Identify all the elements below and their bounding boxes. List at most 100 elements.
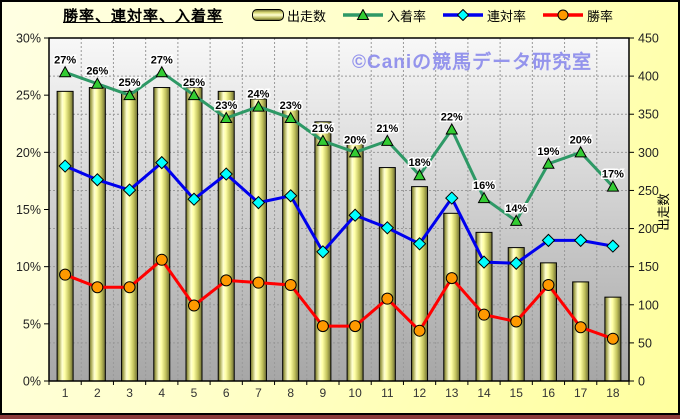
legend-label-places: 入着率: [387, 8, 427, 24]
triangle-marker: [542, 157, 555, 169]
diamond-marker: [90, 173, 105, 187]
bar: [411, 186, 429, 382]
diamond-marker: [412, 237, 427, 251]
legend-item-win: 勝率: [542, 6, 613, 25]
x-axis-tick-label: 15: [510, 386, 524, 400]
x-axis-tick-label: 8: [287, 386, 294, 400]
triangle-marker: [219, 111, 233, 124]
right-axis-tick-label: 450: [638, 32, 659, 46]
diamond-marker: [445, 191, 459, 205]
data-label: 20%: [344, 134, 366, 146]
watermark: ©Caniの競馬データ研究室: [352, 52, 593, 73]
right-axis-tick-label: 0: [638, 375, 645, 389]
circle-marker: [123, 281, 136, 294]
triangle-marker: [90, 77, 104, 89]
triangle-marker: [477, 191, 491, 204]
bar: [282, 106, 300, 382]
triangle-marker: [155, 65, 169, 78]
bar: [185, 87, 203, 382]
data-label: 16%: [473, 180, 495, 192]
bar: [121, 90, 139, 382]
triangle-marker: [445, 122, 459, 135]
left-axis-tick-label: 10%: [16, 260, 41, 274]
triangle-marker: [252, 100, 265, 112]
circle-marker: [478, 308, 490, 321]
x-axis-tick-label: 4: [158, 386, 165, 400]
left-axis-tick-label: 20%: [16, 146, 41, 160]
diamond-marker: [477, 255, 491, 269]
data-label: 27%: [54, 54, 76, 66]
data-label: 27%: [151, 54, 173, 66]
data-label: 17%: [602, 169, 624, 181]
circle-marker: [284, 278, 297, 291]
right-axis-tick-label: 250: [638, 184, 659, 198]
triangle-marker: [574, 145, 588, 158]
x-axis-tick-label: 2: [94, 386, 101, 400]
diamond-marker: [58, 159, 72, 173]
circle-marker: [542, 278, 555, 291]
x-axis-tick-label: 10: [348, 386, 362, 400]
x-axis-tick-label: 1: [62, 386, 69, 400]
left-axis-tick-label: 25%: [16, 89, 41, 103]
triangle-marker: [413, 168, 426, 181]
triangle-marker: [187, 88, 201, 101]
data-label: 21%: [376, 123, 398, 135]
circle-marker: [316, 320, 329, 333]
circle-marker: [252, 276, 265, 289]
data-label: 23%: [215, 100, 237, 112]
right-axis-tick-label: 300: [638, 146, 659, 160]
diamond-marker: [606, 239, 620, 253]
triangle-marker: [509, 214, 523, 226]
right-axis-tick-label: 100: [638, 298, 659, 312]
data-label: 14%: [505, 203, 527, 215]
data-label: 21%: [312, 123, 334, 135]
diamond-marker: [122, 183, 137, 197]
window-bottom-edge: [0, 415, 680, 419]
circle-marker: [349, 320, 362, 333]
x-axis-tick-label: 13: [445, 386, 459, 400]
circle-marker: [413, 324, 426, 337]
diamond-marker: [187, 192, 201, 206]
left-axis-tick-label: 5%: [23, 317, 41, 331]
diamond-marker: [380, 221, 395, 235]
bar: [346, 140, 364, 382]
x-axis-tick-label: 9: [320, 386, 327, 400]
data-label: 23%: [280, 100, 302, 112]
data-label: 22%: [441, 111, 463, 123]
win-line: [64, 258, 614, 341]
bar-swatch-icon: [252, 9, 284, 21]
diamond-marker: [316, 245, 330, 259]
triangle-marker: [348, 145, 362, 158]
triangle-marker: [316, 134, 330, 146]
x-axis-tick-label: 3: [126, 386, 133, 400]
legend-label-starts: 出走数: [287, 8, 327, 24]
right-axis-title: 出走数: [656, 193, 671, 231]
legend-label-quinella: 連対率: [487, 8, 527, 24]
diamond-marker: [283, 189, 298, 203]
data-label: 25%: [119, 77, 141, 89]
triangle-marker: [380, 134, 394, 146]
bar: [153, 87, 171, 382]
triangle-line-swatch-icon: [343, 9, 384, 20]
bar: [249, 98, 267, 382]
bar: [217, 90, 235, 382]
bar: [378, 167, 396, 382]
chart-title: 勝率、連対率、入着率: [63, 8, 224, 25]
legend-item-places: 入着率: [342, 6, 426, 25]
right-axis-tick-label: 200: [638, 222, 659, 236]
data-label: 18%: [409, 157, 431, 169]
diamond-marker: [219, 167, 233, 181]
right-axis-tick-label: 150: [638, 260, 659, 274]
circle-marker: [510, 315, 523, 328]
circle-marker: [381, 292, 394, 305]
triangle-marker: [606, 180, 620, 192]
circle-marker: [445, 272, 458, 285]
x-axis-tick-label: 5: [191, 386, 198, 400]
legend-label-win: 勝率: [587, 8, 614, 24]
triangle-marker: [284, 111, 298, 124]
diamond-marker: [509, 256, 523, 270]
legend: 出走数 入着率 連対率 勝率: [252, 5, 613, 25]
circle-marker: [606, 332, 619, 345]
